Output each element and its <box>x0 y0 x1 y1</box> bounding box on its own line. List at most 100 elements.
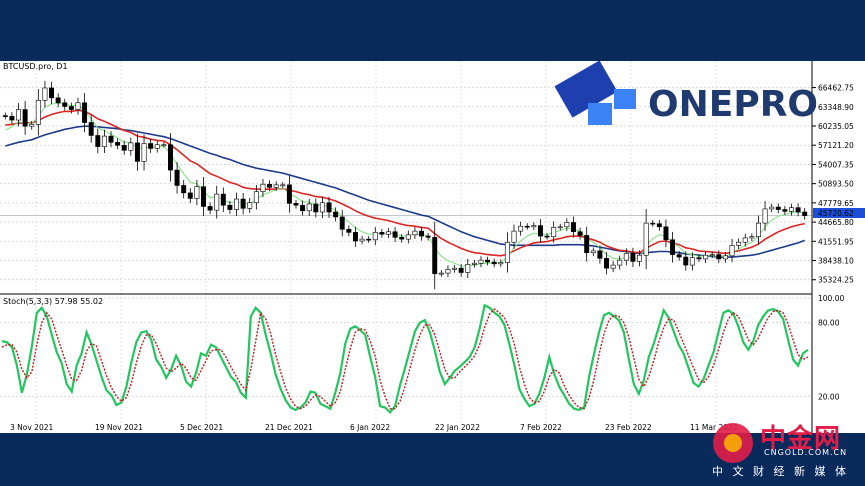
candle-down <box>95 135 101 147</box>
candle-up <box>755 222 761 237</box>
candle-down <box>181 185 187 194</box>
candle-up <box>372 232 378 241</box>
current-price-label: 45720.62 <box>818 209 854 218</box>
candle-up <box>405 234 411 240</box>
ema-fast-line <box>5 102 805 267</box>
stoch-label: Stoch(5,3,3) 57.98 55.02 <box>3 297 103 306</box>
candle-up <box>386 231 391 235</box>
date-label: 11 Mar 2022 <box>690 423 738 432</box>
price-tick-label: 60235.05 <box>818 122 854 131</box>
candle-down <box>650 222 656 225</box>
candle-down <box>485 259 491 263</box>
candle-up <box>610 264 616 269</box>
price-tick-label: 44665.80 <box>818 218 854 227</box>
candle-down <box>544 235 550 238</box>
brand-watermark <box>700 414 865 486</box>
candle-down <box>62 102 68 107</box>
candle-down <box>775 206 781 210</box>
candle-up <box>128 142 134 151</box>
candle-up <box>29 124 35 127</box>
candle-down <box>392 231 398 238</box>
logo-text: ONEPRO <box>648 84 818 125</box>
candle-up <box>273 184 279 188</box>
stoch-k-line <box>1 303 809 415</box>
stoch-d-line <box>1 308 809 410</box>
candle-down <box>49 87 55 99</box>
candle-down <box>570 222 576 233</box>
brand-icon-inner <box>724 434 742 452</box>
brand-icon <box>713 423 753 463</box>
candle-down <box>716 254 722 260</box>
candle-down <box>597 250 603 259</box>
candle-down <box>134 142 140 162</box>
candle-up <box>465 264 471 273</box>
brand-domain: CNGOLD.COM.CN <box>764 448 848 457</box>
candle-down <box>333 211 339 218</box>
candle-down <box>683 256 689 266</box>
date-label: 23 Feb 2022 <box>605 423 652 432</box>
candle-up <box>769 206 775 210</box>
candle-down <box>167 144 173 171</box>
candle-down <box>300 204 306 212</box>
candle-up <box>498 262 504 265</box>
candle-down <box>286 184 292 204</box>
candle-down <box>432 237 438 275</box>
candle-up <box>359 238 365 242</box>
ema-mid-line <box>5 109 805 257</box>
price-tick-label: 47779.65 <box>818 199 854 208</box>
candle-down <box>676 254 682 258</box>
candle-up <box>637 254 643 262</box>
candle-down <box>604 257 609 269</box>
candle-down <box>115 141 121 146</box>
date-label: 19 Nov 2021 <box>95 423 143 432</box>
price-tick-label: 57121.20 <box>818 141 854 150</box>
candle-up <box>194 186 200 199</box>
candle-down <box>802 211 808 216</box>
candle-up <box>504 241 510 263</box>
brand-name: 中金网 <box>760 424 842 454</box>
price-chart: 66462.75 63348.90 60235.05 57121.20 54007.35… <box>0 61 865 433</box>
candle-up <box>412 230 418 236</box>
date-label: 3 Nov 2021 <box>10 423 53 432</box>
candle-up <box>42 87 48 101</box>
candle-down <box>537 225 543 237</box>
candle-up <box>75 102 81 110</box>
candle-up <box>557 226 563 229</box>
candle-up <box>253 191 259 204</box>
date-label: 6 Jan 2022 <box>350 423 390 432</box>
candle-down <box>379 232 385 235</box>
stoch-tick-label: 80.00 <box>818 319 840 328</box>
candle-down <box>148 143 154 149</box>
candle-down <box>220 193 226 206</box>
candle-down <box>670 239 676 255</box>
price-tick-label: 50893.50 <box>818 180 854 189</box>
date-label: 5 Dec 2021 <box>180 423 223 432</box>
candle-down <box>174 169 180 186</box>
candle-up <box>161 144 167 147</box>
candle-up <box>247 202 253 209</box>
candle-up <box>709 254 715 256</box>
candle-up <box>762 208 768 224</box>
candle-up <box>260 183 266 192</box>
candle-down <box>491 261 497 265</box>
candle-up <box>154 144 160 149</box>
candle-down <box>267 183 273 188</box>
candle-down <box>782 209 788 212</box>
candle-down <box>346 228 352 233</box>
candle-down <box>696 257 702 260</box>
logo-icon-block-right <box>614 89 636 109</box>
stoch-tick-label: 100.00 <box>818 294 844 303</box>
candle-down <box>339 216 345 230</box>
candle-down <box>22 109 28 127</box>
candle-up <box>590 250 596 254</box>
axes: 66462.75 63348.90 60235.05 57121.20 54007.35… <box>10 84 854 432</box>
candle-up <box>736 241 742 246</box>
candle-up <box>438 272 444 275</box>
date-label: 7 Feb 2022 <box>520 423 562 432</box>
candle-down <box>82 102 88 123</box>
candle-down <box>458 267 464 273</box>
candle-down <box>795 207 801 213</box>
candle-up <box>729 245 735 257</box>
symbol-label: BTCUSD.pro, D1 <box>3 62 68 71</box>
candle-up <box>623 253 629 261</box>
